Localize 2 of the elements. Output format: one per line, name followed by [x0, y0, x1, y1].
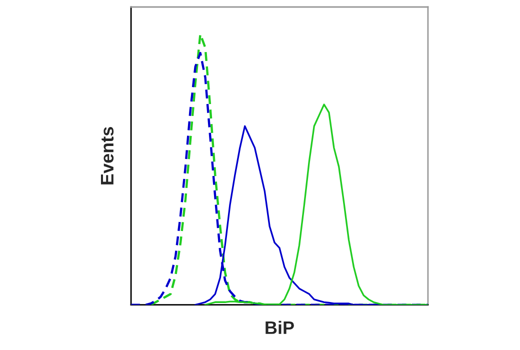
x-axis-title: BiP — [266, 320, 294, 334]
y-axis-title: Events — [100, 127, 114, 184]
